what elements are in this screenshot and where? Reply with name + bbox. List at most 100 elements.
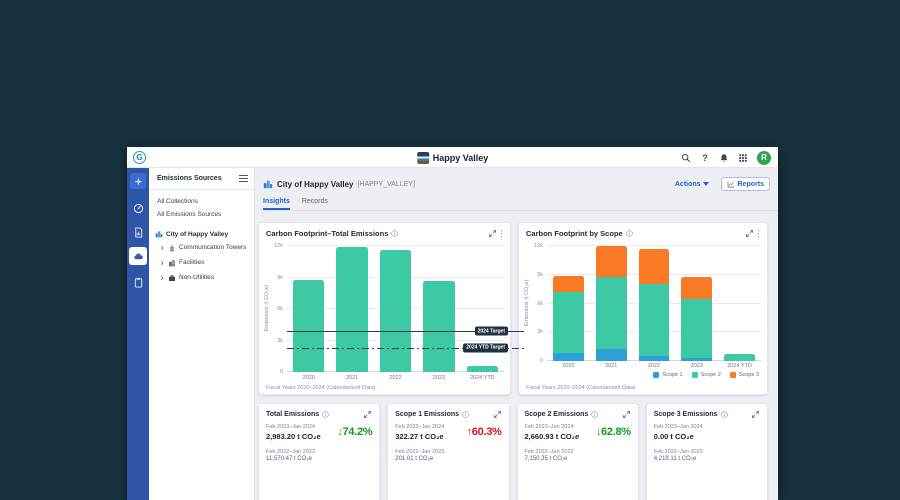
y-tick-label: 0 [263,369,283,375]
collections-cloud-icon[interactable] [129,247,147,265]
reports-button[interactable]: Reports [721,177,770,191]
stat-card-scope-2-emissions: Scope 2 EmissionsFeb 2023–Jan 20242,660.… [517,403,639,500]
info-icon[interactable] [721,411,728,418]
tree-link-all-emissions-sources[interactable]: All Emissions Sources [149,208,254,221]
entity-code: [HAPPY_VALLEY] [357,181,414,188]
chevron-right-icon[interactable] [159,275,165,281]
dashboard-gauge-icon[interactable] [130,200,146,216]
user-avatar[interactable]: R [757,151,771,165]
stat-card-scope-1-emissions: Scope 1 EmissionsFeb 2023–Jan 2024322.27… [387,403,509,500]
expand-icon[interactable] [493,410,502,419]
stat-title: Total Emissions [266,411,319,418]
y-tick-label: 12k [263,243,283,249]
info-icon[interactable] [591,411,598,418]
tab-records[interactable]: Records [302,198,328,210]
search-icon[interactable] [681,153,691,163]
legend-item-scope-3[interactable]: Scope 3 [730,372,759,378]
tree-item-facilities[interactable]: Facilities [149,255,254,270]
stat-title: Scope 3 Emissions [654,411,718,418]
facility-building-icon [168,259,176,267]
chart-legend: Scope 1 Scope 2 Scope 3 [653,372,759,378]
panel-menu-icon[interactable] [239,175,248,182]
app-logo[interactable]: G [133,151,146,164]
bar-slot-2024-ytd [461,246,504,372]
city-icon [263,179,273,189]
bar [293,280,324,372]
emissions-sources-panel: Emissions Sources All CollectionsAll Emi… [149,168,255,500]
x-tick-label: 2021 [590,363,633,369]
info-icon[interactable] [462,411,469,418]
info-icon[interactable] [322,411,329,418]
x-tick-label: 2022 [374,375,417,381]
x-axis-title: Fiscal Years 2020–2024 (Calendarized Dat… [526,385,635,391]
y-tick-label: 3k [263,338,283,344]
y-tick-label: 6k [523,301,543,307]
tree-root-collection[interactable]: City of Happy Valley [149,228,254,240]
x-tick-label: 2020 [287,375,330,381]
notifications-bell-icon[interactable] [719,153,729,163]
app-grid-icon[interactable] [738,153,748,163]
previous-value: 201.01 t CO₂e [395,456,501,462]
legend-item-scope-2[interactable]: Scope 2 [692,372,721,378]
left-icon-rail [127,168,149,500]
kebab-menu-icon[interactable] [500,230,504,238]
documents-icon[interactable] [130,224,146,240]
delta-down-badge: ↓62.8% [596,426,631,438]
x-tick-label: 2024 YTD [718,363,761,369]
stat-cards-row: Total EmissionsFeb 2023–Jan 20242,983.20… [258,403,768,500]
actions-dropdown[interactable]: Actions [675,181,709,188]
workspace-thumbnail-image [417,152,429,164]
tab-insights[interactable]: Insights [263,198,290,210]
y-tick-label: 6k [263,306,283,312]
tree-item-communication-towers[interactable]: Communication Towers [149,240,254,255]
segment-scope-2 [681,299,712,358]
info-icon[interactable] [391,230,398,237]
kebab-menu-icon[interactable] [757,230,761,238]
help-icon[interactable]: ? [700,153,710,163]
chevron-right-icon[interactable] [159,260,165,266]
segment-scope-3 [639,249,670,284]
bar-slot-2021 [590,246,633,361]
expand-icon[interactable] [488,229,497,238]
segment-scope-1 [681,358,712,361]
stacked-bar [681,277,712,361]
tree-link-all-collections[interactable]: All Collections [149,195,254,208]
tree-links: All CollectionsAll Emissions Sources [149,190,254,223]
segment-scope-1 [553,353,584,361]
y-tick-label: 9k [263,275,283,281]
info-icon[interactable] [626,230,633,237]
legend-item-scope-1[interactable]: Scope 1 [653,372,682,378]
entity-name: City of Happy Valley [277,180,353,189]
legend-swatch [653,372,659,378]
expand-icon[interactable] [622,410,631,419]
x-axis-title: Fiscal Years 2020–2024 (Calendarized Dat… [266,385,375,391]
legend-swatch [692,372,698,378]
previous-period: Feb 2022–Jan 2023 [266,449,372,455]
add-button[interactable] [130,173,146,189]
previous-period: Feb 2022–Jan 2023 [395,449,501,455]
plot-area [287,246,504,372]
expand-icon[interactable] [745,229,754,238]
previous-period: Feb 2022–Jan 2023 [525,449,631,455]
stacked-bar [639,249,670,361]
expand-icon[interactable] [751,410,760,419]
bar [467,366,498,373]
expand-icon[interactable] [363,410,372,419]
chart-area: Emissions (t CO₂e)03k6k9k12k2024 Target2… [259,241,510,394]
stacked-bar [724,354,755,361]
clipboard-icon[interactable] [130,274,146,290]
chevron-right-icon[interactable] [159,245,165,251]
bars-layer [547,246,761,361]
y-tick-label: 3k [523,329,543,335]
bar-slot-2022 [633,246,676,361]
stat-card-scope-3-emissions: Scope 3 EmissionsFeb 2023–Jan 20240.00 t… [646,403,768,500]
segment-scope-1 [639,356,670,361]
city-icon [155,230,163,238]
delta-down-badge: ↓74.2% [337,426,372,438]
tree-item-non-utilities[interactable]: Non-Utilities [149,270,254,285]
target-badge: 2024 YTD Target [463,343,508,352]
delta-up-badge: ↑60.3% [467,426,502,438]
stat-title: Scope 2 Emissions [525,411,589,418]
bar-slot-2024-ytd [718,246,761,361]
bar-slot-2022 [374,246,417,372]
